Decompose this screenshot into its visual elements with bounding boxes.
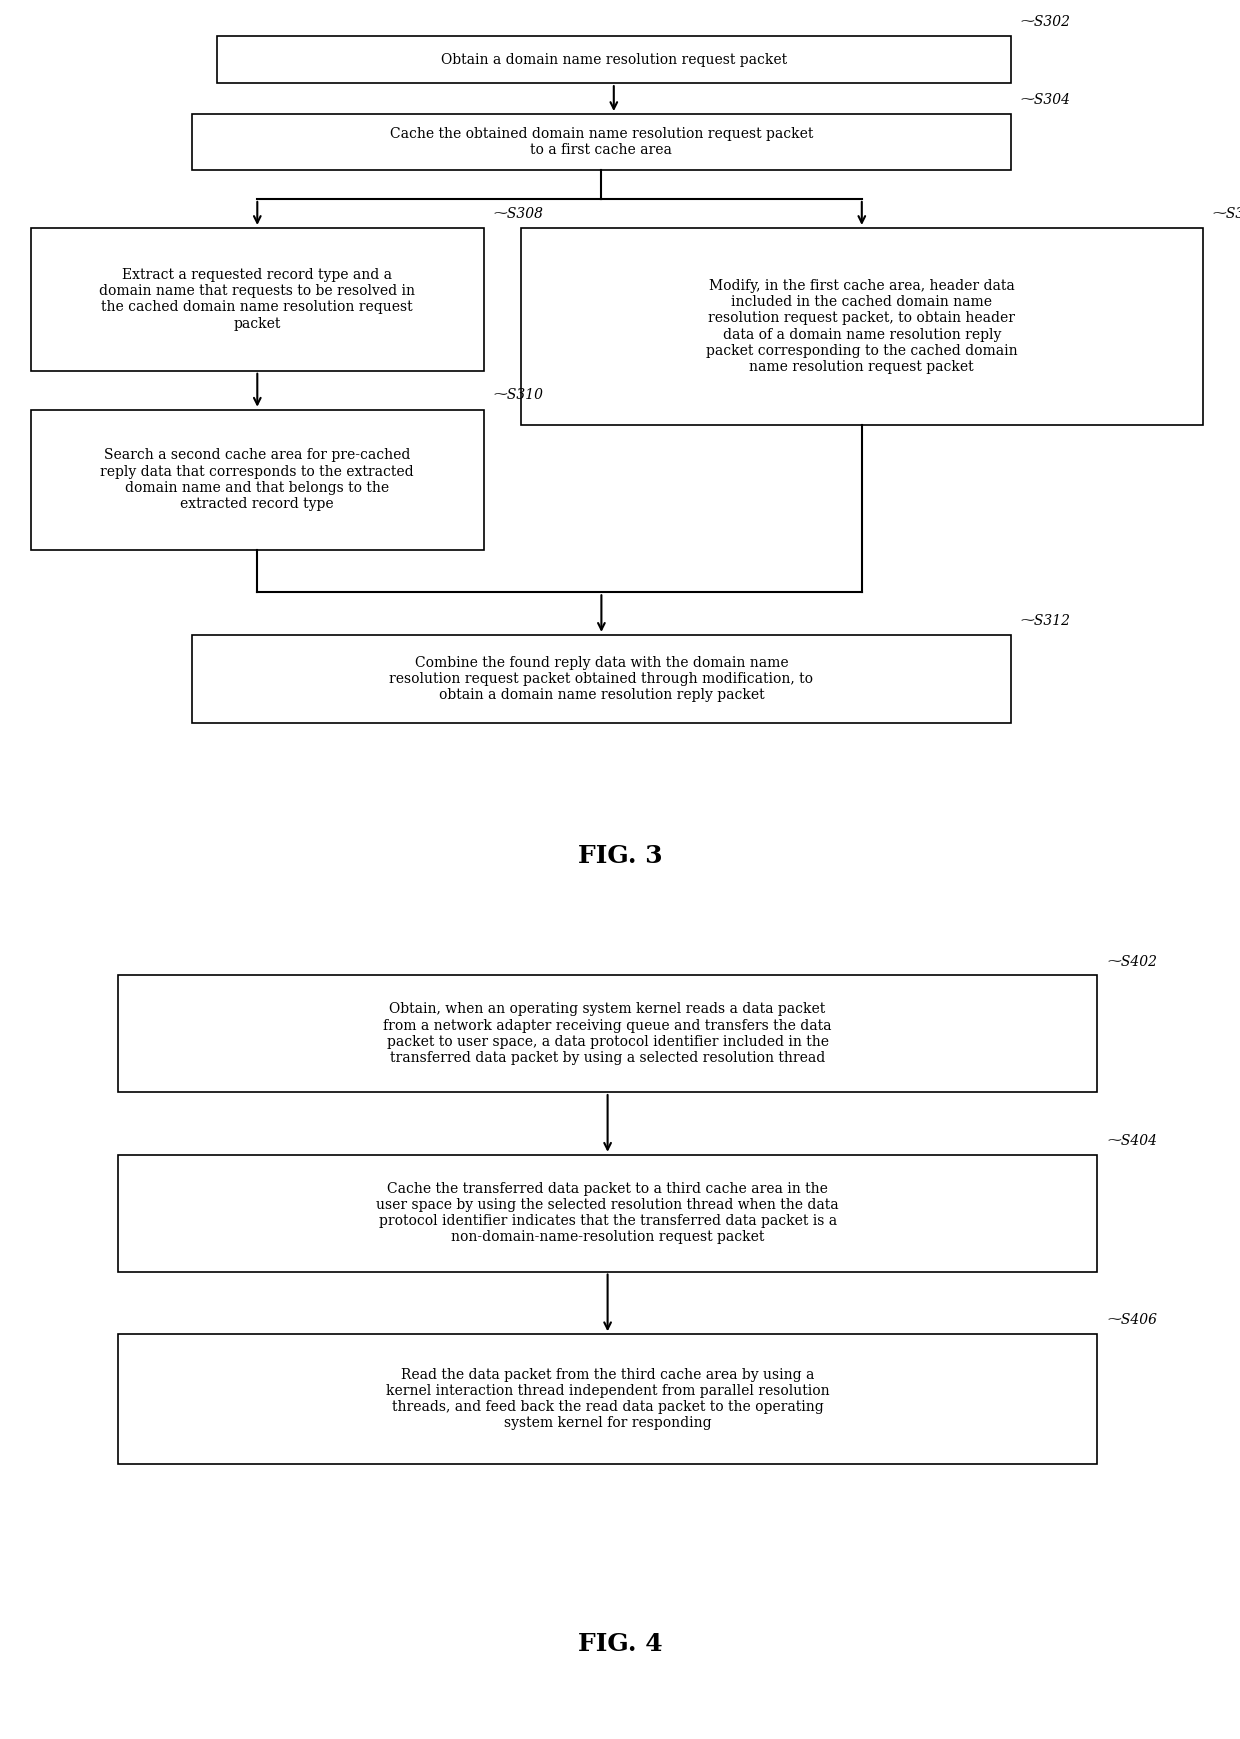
Text: ⁓S308: ⁓S308 [494,207,543,221]
Bar [217,37,1011,83]
Text: ⁓S402: ⁓S402 [1107,955,1157,969]
Text: Obtain, when an operating system kernel reads a data packet
from a network adapt: Obtain, when an operating system kernel … [383,1002,832,1064]
Text: FIG. 3: FIG. 3 [578,843,662,868]
Text: ⁓S304: ⁓S304 [1021,92,1070,106]
Text: Cache the transferred data packet to a third cache area in the
user space by usi: Cache the transferred data packet to a t… [376,1183,839,1245]
Bar [192,115,1011,170]
Bar [31,410,484,550]
Bar [31,228,484,370]
Bar [118,976,1097,1092]
Text: Search a second cache area for pre-cached
reply data that corresponds to the ext: Search a second cache area for pre-cache… [100,449,414,511]
Text: ⁓S310: ⁓S310 [494,388,543,402]
Text: ⁓S312: ⁓S312 [1021,614,1070,628]
Text: Obtain a domain name resolution request packet: Obtain a domain name resolution request … [440,52,787,66]
Bar [192,635,1011,723]
Text: Read the data packet from the third cache area by using a
kernel interaction thr: Read the data packet from the third cach… [386,1367,830,1429]
Bar [118,1334,1097,1464]
Bar [118,1155,1097,1271]
Text: ⁓S302: ⁓S302 [1021,16,1070,30]
Text: Extract a requested record type and a
domain name that requests to be resolved i: Extract a requested record type and a do… [99,268,415,330]
Text: Combine the found reply data with the domain name
resolution request packet obta: Combine the found reply data with the do… [389,656,813,703]
Text: ⁓S406: ⁓S406 [1107,1313,1157,1327]
Text: ⁓S306: ⁓S306 [1213,207,1240,221]
Text: Modify, in the first cache area, header data
included in the cached domain name
: Modify, in the first cache area, header … [706,278,1018,374]
Text: FIG. 4: FIG. 4 [578,1631,662,1656]
Text: ⁓S404: ⁓S404 [1107,1134,1157,1148]
Text: Cache the obtained domain name resolution request packet
to a first cache area: Cache the obtained domain name resolutio… [389,127,813,157]
Bar [521,228,1203,424]
